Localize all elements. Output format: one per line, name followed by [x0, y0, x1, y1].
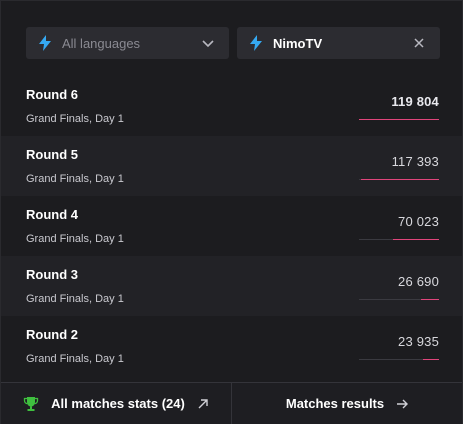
round-title: Round 5: [26, 147, 78, 162]
filters-bar: All languages NimoTV: [26, 27, 440, 59]
list-item[interactable]: Round 3 Grand Finals, Day 1 26 690: [1, 256, 462, 316]
round-subtitle: Grand Finals, Day 1: [26, 173, 124, 185]
arrow-right-icon: [397, 399, 409, 408]
footer-actions: All matches stats (24) Matches results: [1, 382, 462, 424]
language-filter-dropdown[interactable]: All languages: [26, 27, 229, 59]
round-subtitle: Grand Finals, Day 1: [26, 353, 124, 365]
viewers-bar-fill: [360, 179, 439, 180]
all-matches-stats-button[interactable]: All matches stats (24): [1, 383, 232, 424]
platform-filter-label: NimoTV: [273, 35, 323, 51]
round-subtitle: Grand Finals, Day 1: [26, 293, 124, 305]
bolt-icon: [250, 35, 262, 51]
viewers-value: 70 023: [398, 214, 439, 229]
viewers-bar: [359, 299, 439, 300]
round-title: Round 6: [26, 87, 78, 102]
list-item[interactable]: Round 5 Grand Finals, Day 1 117 393: [1, 136, 462, 196]
bolt-icon: [39, 35, 51, 51]
viewers-bar: [359, 359, 439, 360]
rounds-list: Round 6 Grand Finals, Day 1 119 804 Roun…: [1, 76, 462, 376]
viewers-bar: [359, 119, 439, 120]
chevron-down-icon: [202, 40, 214, 48]
viewers-value: 23 935: [398, 334, 439, 349]
platform-filter[interactable]: NimoTV: [237, 27, 440, 59]
viewers-bar: [359, 239, 439, 240]
list-item[interactable]: Round 4 Grand Finals, Day 1 70 023: [1, 196, 462, 256]
round-title: Round 3: [26, 267, 78, 282]
list-item[interactable]: Round 2 Grand Finals, Day 1 23 935: [1, 316, 462, 376]
viewers-bar-fill: [421, 299, 439, 300]
viewers-bar-fill: [423, 359, 439, 360]
round-subtitle: Grand Finals, Day 1: [26, 113, 124, 125]
all-matches-stats-label: All matches stats (24): [51, 396, 185, 411]
round-title: Round 2: [26, 327, 78, 342]
viewers-bar-fill: [359, 119, 439, 120]
matches-results-button[interactable]: Matches results: [232, 383, 462, 424]
trophy-icon: [24, 396, 39, 411]
round-title: Round 4: [26, 207, 78, 222]
list-item[interactable]: Round 6 Grand Finals, Day 1 119 804: [1, 76, 462, 136]
viewers-value: 26 690: [398, 274, 439, 289]
viewers-bar: [359, 179, 439, 180]
viewers-value: 117 393: [391, 154, 439, 169]
matches-results-label: Matches results: [285, 396, 385, 411]
close-icon[interactable]: [412, 36, 426, 50]
round-subtitle: Grand Finals, Day 1: [26, 233, 124, 245]
viewers-value: 119 804: [391, 94, 439, 109]
language-filter-label: All languages: [62, 35, 141, 51]
external-arrow-icon: [198, 398, 208, 408]
viewers-bar-fill: [392, 239, 439, 240]
